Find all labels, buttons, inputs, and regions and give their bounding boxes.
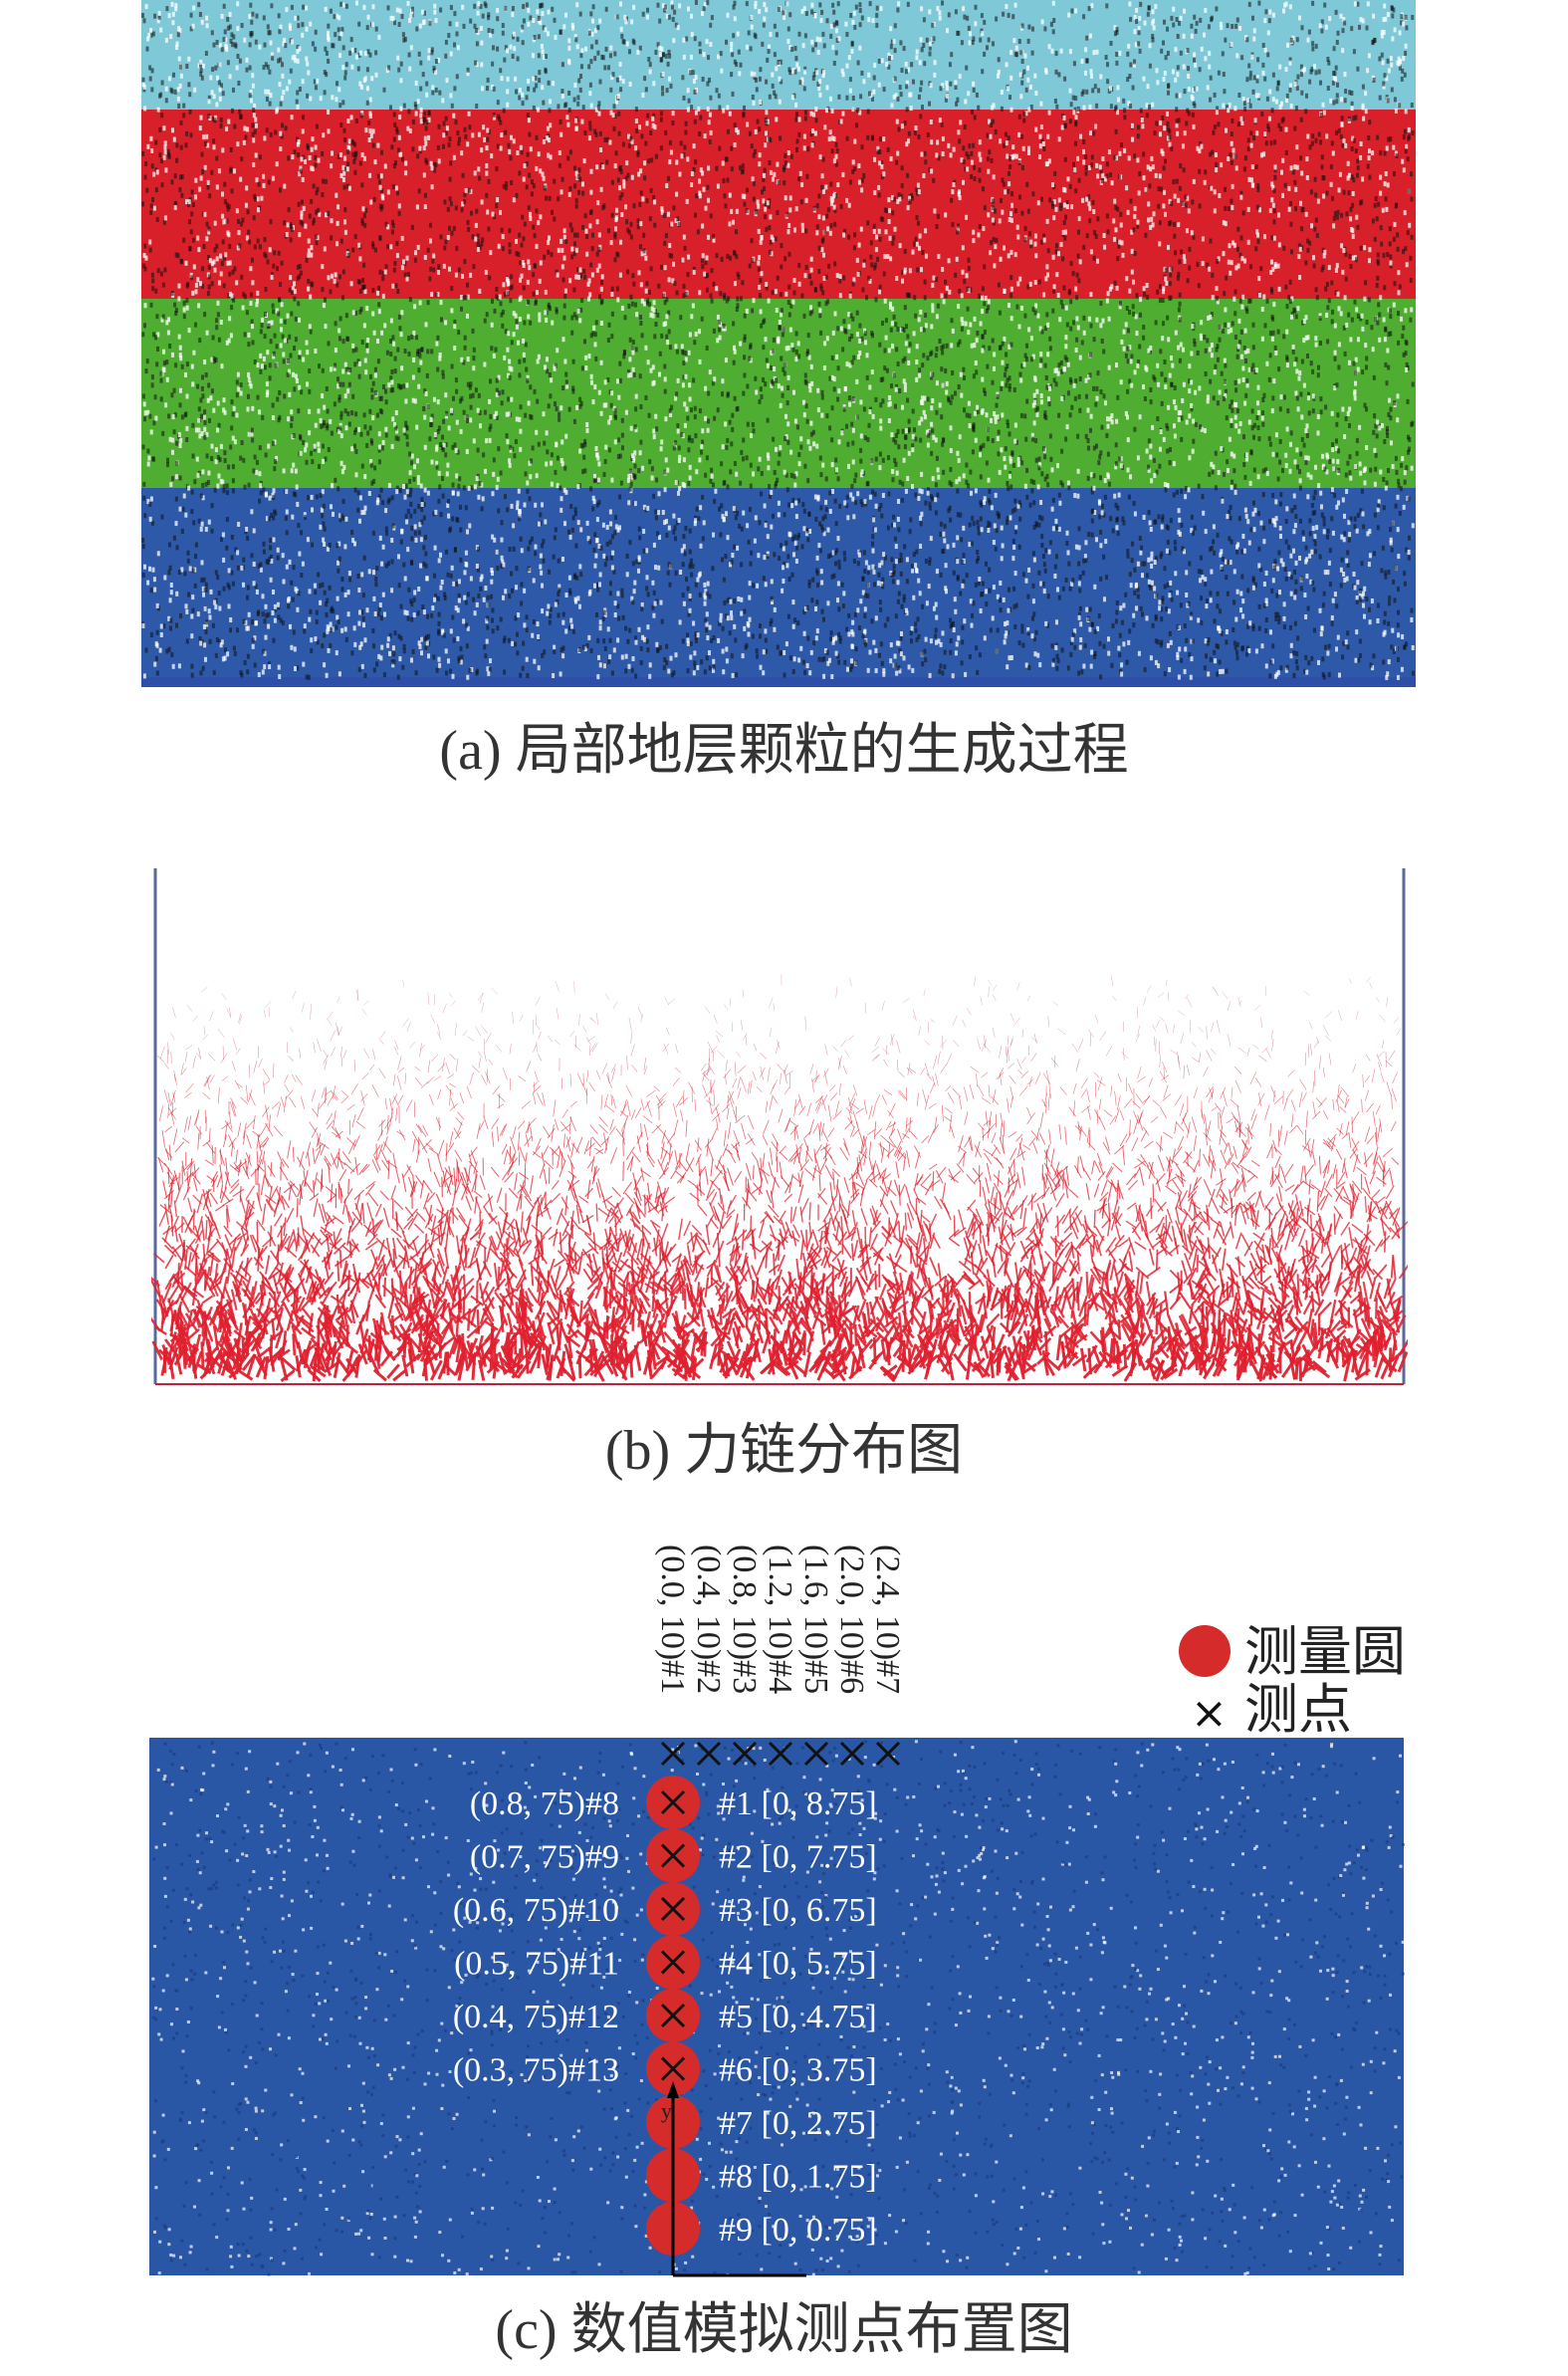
- caption-a: (a) 局部地层颗粒的生成过程: [439, 720, 1129, 782]
- stratum-layer: [141, 110, 1416, 299]
- top-point-label: (2.4, 10)#7: [869, 1544, 906, 1694]
- stratum-base: [141, 677, 1416, 687]
- side-point-label: (0.4, 75)#12: [453, 1999, 619, 2035]
- measurement-circle-label: #6 [0, 3.75]: [719, 2052, 877, 2089]
- stratum-layer: [141, 0, 1416, 110]
- legend-circle-label: 测量圆: [1244, 1622, 1406, 1682]
- measurement-point-cross: [768, 1741, 793, 1767]
- measurement-point-cross: [660, 1741, 686, 1767]
- panel-b-force-chain: [151, 868, 1408, 1386]
- measurement-point-cross: [660, 2003, 686, 2028]
- measurement-circle-label: #1 [0, 8.75]: [719, 1785, 877, 1822]
- measurement-circle-label: #7 [0, 2.75]: [719, 2105, 877, 2142]
- top-point-label: (0.8, 10)#3: [726, 1544, 763, 1694]
- force-chain-image: [151, 868, 1408, 1385]
- top-point-label: (0.4, 10)#2: [690, 1544, 727, 1694]
- side-point-label: (0.6, 75)#10: [453, 1892, 619, 1929]
- measurement-point-cross: [660, 1843, 686, 1868]
- caption-b: (b) 力链分布图: [604, 1420, 964, 1482]
- side-point-label: (0.8, 75)#8: [470, 1785, 619, 1822]
- top-point-label: (0.0, 10)#1: [654, 1544, 691, 1694]
- top-point-label: (1.2, 10)#4: [762, 1544, 798, 1694]
- soil-domain: [149, 1738, 1404, 2275]
- legend-cross-icon: ×: [1191, 1688, 1228, 1739]
- top-point-label: (1.6, 10)#5: [797, 1544, 834, 1694]
- legend-circle-icon: [1179, 1625, 1231, 1677]
- panel-c-layout: (0.8, 75)#8 (0.7, 75)#9 (0.6, 75)#10 (0.5, …: [0, 1529, 1568, 2285]
- measurement-point-cross: [660, 2056, 686, 2081]
- force-chains: [151, 974, 1408, 1382]
- top-point-label: (2.0, 10)#6: [833, 1544, 870, 1694]
- panel-a-strata: [141, 0, 1416, 687]
- measurement-point-cross: [696, 1741, 722, 1767]
- measurement-point-cross: [660, 1789, 686, 1815]
- particle-texture: [141, 0, 1415, 680]
- measurement-point-cross: [875, 1741, 901, 1767]
- y-axis-label: y: [661, 2098, 672, 2123]
- measurement-layout-image: (0.8, 75)#8 (0.7, 75)#9 (0.6, 75)#10 (0.5, …: [149, 1544, 1406, 2277]
- measurement-point-cross: [660, 1896, 686, 1922]
- measurement-point-cross: [660, 1950, 686, 1975]
- measurement-circle-label: #5 [0, 4.75]: [719, 1999, 877, 2035]
- measurement-circle-label: #4 [0, 5.75]: [719, 1946, 877, 1983]
- y-axis-arrow: [667, 2081, 679, 2098]
- side-point-label: (0.3, 75)#13: [453, 2052, 619, 2089]
- measurement-circle-label: #3 [0, 6.75]: [719, 1892, 877, 1929]
- side-point-label: (0.5, 75)#11: [454, 1946, 619, 1983]
- measurement-circle-label: #9 [0, 0.75]: [719, 2212, 877, 2249]
- measurement-point-cross: [839, 1741, 865, 1767]
- caption-c: (c) 数值模拟测点布置图: [495, 2299, 1073, 2361]
- side-point-label: (0.7, 75)#9: [470, 1839, 619, 1876]
- measurement-circle-label: #8 [0, 1.75]: [719, 2159, 877, 2196]
- strata-image: [141, 0, 1416, 687]
- measurement-point-cross: [803, 1741, 829, 1767]
- legend-point-label: 测点: [1244, 1680, 1352, 1740]
- measurement-circle-label: #2 [0, 7.75]: [719, 1839, 877, 1876]
- measurement-point-cross: [732, 1741, 758, 1767]
